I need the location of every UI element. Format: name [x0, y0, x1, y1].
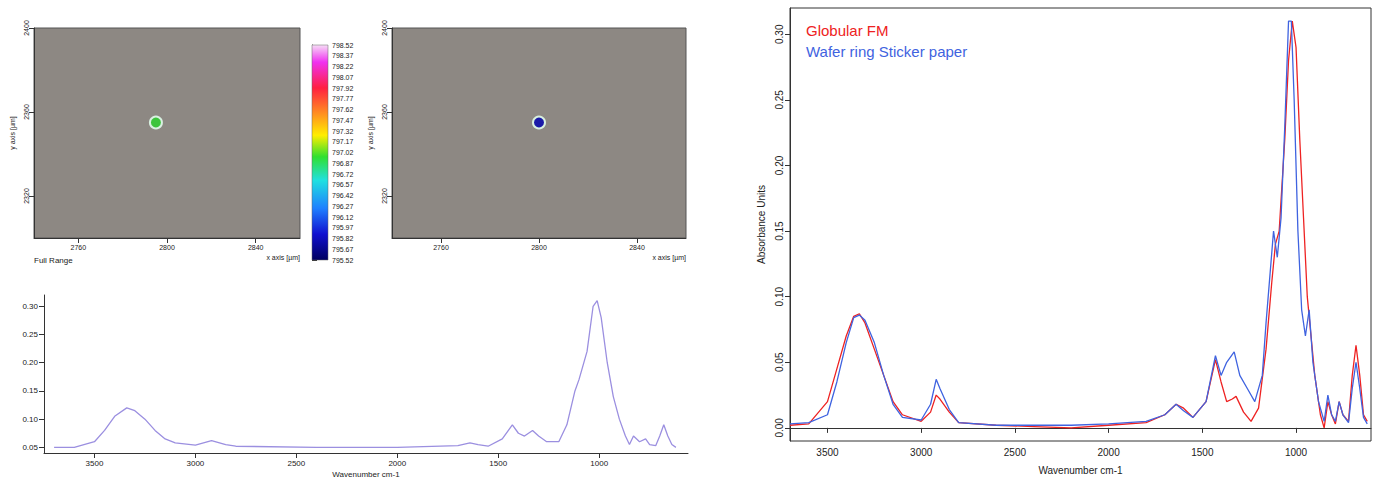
svg-text:Full Range: Full Range — [34, 256, 73, 265]
svg-text:0.00: 0.00 — [774, 418, 785, 438]
svg-text:0.20: 0.20 — [22, 358, 38, 367]
svg-text:2760: 2760 — [433, 244, 449, 251]
svg-text:798.52: 798.52 — [332, 42, 354, 49]
svg-text:0.30: 0.30 — [774, 24, 785, 44]
svg-text:0.15: 0.15 — [22, 386, 38, 395]
svg-text:796.57: 796.57 — [332, 181, 354, 188]
svg-text:1500: 1500 — [1191, 447, 1214, 458]
svg-text:1500: 1500 — [489, 459, 507, 468]
svg-text:1000: 1000 — [1285, 447, 1308, 458]
svg-text:Wavenumber cm-1: Wavenumber cm-1 — [1038, 465, 1123, 476]
svg-text:797.62: 797.62 — [332, 106, 354, 113]
svg-text:796.27: 796.27 — [332, 203, 354, 210]
svg-text:Globular FM: Globular FM — [806, 22, 889, 39]
svg-text:796.72: 796.72 — [332, 171, 354, 178]
svg-text:2000: 2000 — [388, 459, 406, 468]
svg-text:2320: 2320 — [23, 188, 30, 204]
svg-text:2760: 2760 — [71, 244, 87, 251]
svg-text:2840: 2840 — [629, 244, 645, 251]
svg-text:2320: 2320 — [381, 188, 388, 204]
svg-text:796.87: 796.87 — [332, 160, 354, 167]
svg-text:y axis [µm]: y axis [µm] — [9, 116, 17, 150]
svg-text:2360: 2360 — [23, 104, 30, 120]
svg-text:x axis [µm]: x axis [µm] — [652, 254, 686, 262]
svg-text:797.02: 797.02 — [332, 149, 354, 156]
svg-text:0.15: 0.15 — [774, 221, 785, 241]
svg-text:2360: 2360 — [381, 104, 388, 120]
svg-text:2800: 2800 — [159, 244, 175, 251]
svg-text:798.37: 798.37 — [332, 52, 354, 59]
svg-text:x axis [µm]: x axis [µm] — [266, 254, 300, 262]
svg-text:2400: 2400 — [23, 20, 30, 36]
svg-text:2000: 2000 — [1097, 447, 1120, 458]
svg-text:795.67: 795.67 — [332, 246, 354, 253]
svg-text:797.92: 797.92 — [332, 85, 354, 92]
svg-text:2400: 2400 — [381, 20, 388, 36]
svg-text:797.32: 797.32 — [332, 128, 354, 135]
svg-text:0.10: 0.10 — [22, 415, 38, 424]
svg-text:797.77: 797.77 — [332, 95, 354, 102]
svg-text:0.10: 0.10 — [774, 286, 785, 306]
svg-text:0.30: 0.30 — [22, 302, 38, 311]
svg-text:2800: 2800 — [531, 244, 547, 251]
svg-text:795.52: 795.52 — [332, 257, 354, 264]
svg-text:Absorbance Units: Absorbance Units — [756, 185, 767, 264]
svg-text:797.47: 797.47 — [332, 117, 354, 124]
svg-text:798.07: 798.07 — [332, 74, 354, 81]
svg-text:796.12: 796.12 — [332, 214, 354, 221]
svg-text:795.82: 795.82 — [332, 235, 354, 242]
svg-text:798.22: 798.22 — [332, 63, 354, 70]
svg-text:0.25: 0.25 — [22, 330, 38, 339]
svg-text:0.05: 0.05 — [22, 443, 38, 452]
svg-text:3500: 3500 — [86, 459, 104, 468]
svg-text:796.42: 796.42 — [332, 192, 354, 199]
svg-text:3500: 3500 — [816, 447, 839, 458]
svg-text:795.97: 795.97 — [332, 224, 354, 231]
svg-text:2840: 2840 — [248, 244, 264, 251]
svg-text:0.20: 0.20 — [774, 155, 785, 175]
svg-text:Wavenumber cm-1: Wavenumber cm-1 — [332, 470, 400, 479]
svg-text:3000: 3000 — [910, 447, 933, 458]
svg-text:Wafer ring Sticker paper: Wafer ring Sticker paper — [806, 43, 967, 60]
svg-text:2500: 2500 — [1004, 447, 1027, 458]
svg-text:0.25: 0.25 — [774, 90, 785, 110]
svg-text:2500: 2500 — [287, 459, 305, 468]
svg-text:797.17: 797.17 — [332, 138, 354, 145]
svg-text:0.05: 0.05 — [774, 352, 785, 372]
svg-text:1000: 1000 — [590, 459, 608, 468]
svg-text:y axis [µm]: y axis [µm] — [367, 116, 375, 150]
svg-text:3000: 3000 — [187, 459, 205, 468]
